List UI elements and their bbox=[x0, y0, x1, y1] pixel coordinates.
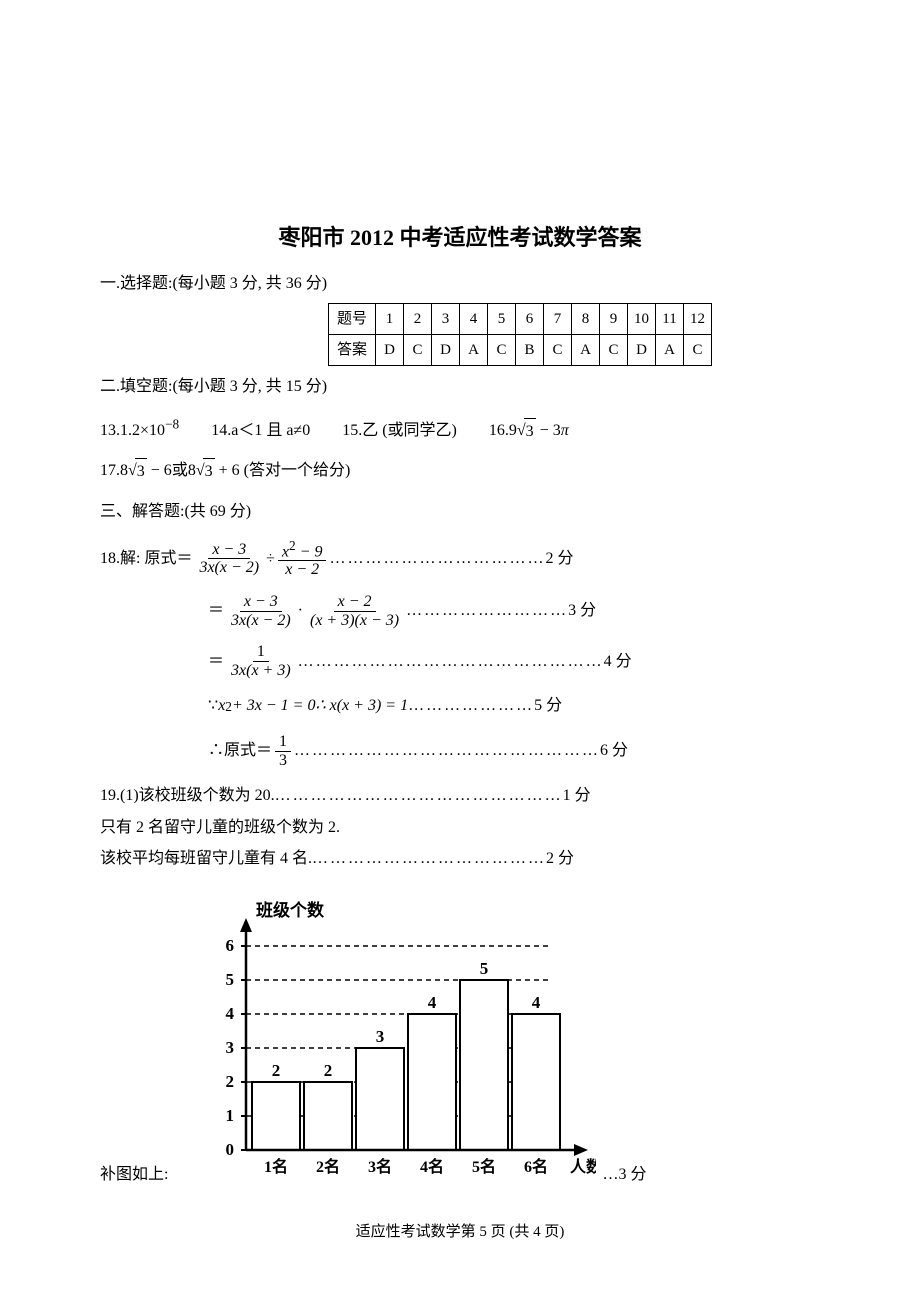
q15: 15.乙 (或同学乙) bbox=[342, 422, 457, 439]
table-label-answer: 答案 bbox=[328, 334, 375, 365]
table-cell: 6 bbox=[516, 303, 544, 334]
table-cell: D bbox=[628, 334, 656, 365]
q19-line3: 该校平均每班留守儿童有 4 名. ………………………………… 2 分 bbox=[100, 846, 820, 872]
answer-table-container: 题号 1 2 3 4 5 6 7 8 9 10 11 12 答案 D C D A… bbox=[220, 303, 820, 366]
q18-step2: ＝ x − 3 3x(x − 2) · x − 2 (x + 3)(x − 3)… bbox=[100, 593, 820, 629]
svg-text:4名: 4名 bbox=[420, 1157, 444, 1176]
page-footer: 适应性考试数学第 5 页 (共 4 页) bbox=[100, 1220, 820, 1244]
svg-text:6名: 6名 bbox=[524, 1157, 548, 1176]
svg-text:4: 4 bbox=[226, 1004, 235, 1023]
table-cell: B bbox=[516, 334, 544, 365]
table-cell: C bbox=[488, 334, 516, 365]
fill-line-2: 17.8√3 − 6或8√3 + 6 (答对一个给分) bbox=[100, 458, 820, 485]
q14: 14.a＜1 且 a≠0 bbox=[211, 422, 310, 439]
svg-text:5: 5 bbox=[226, 970, 235, 989]
table-cell: D bbox=[432, 334, 460, 365]
chart-prefix-text: 补图如上: bbox=[100, 1162, 168, 1190]
table-cell: 10 bbox=[628, 303, 656, 334]
svg-text:4: 4 bbox=[532, 993, 541, 1012]
table-cell: A bbox=[460, 334, 488, 365]
section1-header: 一.选择题:(每小题 3 分, 共 36 分) bbox=[100, 271, 820, 297]
q19-line1: 19.(1)该校班级个数为 20. ………………………………………… 1 分 bbox=[100, 783, 820, 809]
page-title: 枣阳市 2012 中考适应性考试数学答案 bbox=[100, 220, 820, 255]
table-cell: C bbox=[544, 334, 572, 365]
q17: 17.8√3 − 6或8√3 + 6 (答对一个给分) bbox=[100, 462, 350, 479]
table-cell: 7 bbox=[544, 303, 572, 334]
svg-text:班级个数: 班级个数 bbox=[256, 900, 325, 920]
section3-header: 三、解答题:(共 69 分) bbox=[100, 499, 820, 525]
svg-text:0: 0 bbox=[226, 1140, 235, 1159]
svg-text:1: 1 bbox=[226, 1106, 235, 1125]
table-cell: 1 bbox=[376, 303, 404, 334]
svg-text:5: 5 bbox=[480, 959, 489, 978]
fill-line-1: 13.1.2×10−8 14.a＜1 且 a≠0 15.乙 (或同学乙) 16.… bbox=[100, 413, 820, 444]
svg-text:3: 3 bbox=[376, 1027, 385, 1046]
table-cell: 3 bbox=[432, 303, 460, 334]
table-cell: 9 bbox=[600, 303, 628, 334]
table-cell: 8 bbox=[572, 303, 600, 334]
svg-text:2: 2 bbox=[272, 1061, 281, 1080]
table-row-answers: 答案 D C D A C B C A C D A C bbox=[328, 334, 711, 365]
table-cell: C bbox=[600, 334, 628, 365]
q19-line2: 只有 2 名留守儿童的班级个数为 2. bbox=[100, 815, 820, 841]
svg-text:人数: 人数 bbox=[570, 1157, 596, 1176]
svg-text:3名: 3名 bbox=[368, 1157, 392, 1176]
svg-text:2: 2 bbox=[226, 1072, 235, 1091]
table-cell: 11 bbox=[656, 303, 684, 334]
table-cell: 4 bbox=[460, 303, 488, 334]
table-cell: D bbox=[376, 334, 404, 365]
table-cell: C bbox=[404, 334, 432, 365]
table-label-number: 题号 bbox=[328, 303, 375, 334]
table-cell: 2 bbox=[404, 303, 432, 334]
table-cell: 12 bbox=[684, 303, 712, 334]
svg-text:1名: 1名 bbox=[264, 1157, 288, 1176]
q18-step3: ＝ 1 3x(x + 3) …………………………………………… 4 分 bbox=[100, 643, 820, 679]
svg-text:2: 2 bbox=[324, 1061, 333, 1080]
chart-suffix-score: …3 分 bbox=[602, 1162, 646, 1190]
table-row-header: 题号 1 2 3 4 5 6 7 8 9 10 11 12 bbox=[328, 303, 711, 334]
table-cell: A bbox=[572, 334, 600, 365]
svg-text:2名: 2名 bbox=[316, 1157, 340, 1176]
table-cell: C bbox=[684, 334, 712, 365]
q18-step5: ∴原式＝ 1 3 …………………………………………… 6 分 bbox=[100, 733, 820, 769]
svg-text:4: 4 bbox=[428, 993, 437, 1012]
svg-text:6: 6 bbox=[226, 936, 235, 955]
svg-text:5名: 5名 bbox=[472, 1157, 496, 1176]
chart-row: 补图如上: 2 2 3 4 5 4 0 1 2 3 4 5 6 1名 2名 3名 4名 5名 6名 班级个数人数 …3… bbox=[100, 890, 820, 1190]
bar-chart: 2 2 3 4 5 4 0 1 2 3 4 5 6 1名 2名 3名 4名 5名 6名 班级个数人数 bbox=[176, 890, 596, 1190]
table-cell: 5 bbox=[488, 303, 516, 334]
svg-text:3: 3 bbox=[226, 1038, 235, 1057]
q18-step4: ∵ x2 + 3x − 1 = 0 ∴ x(x + 3) = 1 …………………… bbox=[100, 693, 820, 719]
q16: 16.9√3 − 3π bbox=[489, 422, 569, 439]
section2-header: 二.填空题:(每小题 3 分, 共 15 分) bbox=[100, 374, 820, 400]
answer-table: 题号 1 2 3 4 5 6 7 8 9 10 11 12 答案 D C D A… bbox=[328, 303, 712, 366]
q18-step1: 18.解: 原式＝ x − 3 3x(x − 2) ÷ x2 − 9 x − 2… bbox=[100, 539, 820, 580]
table-cell: A bbox=[656, 334, 684, 365]
q13: 13.1.2×10−8 bbox=[100, 422, 183, 439]
